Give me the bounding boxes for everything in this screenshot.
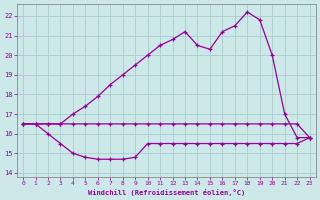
X-axis label: Windchill (Refroidissement éolien,°C): Windchill (Refroidissement éolien,°C) <box>88 189 245 196</box>
